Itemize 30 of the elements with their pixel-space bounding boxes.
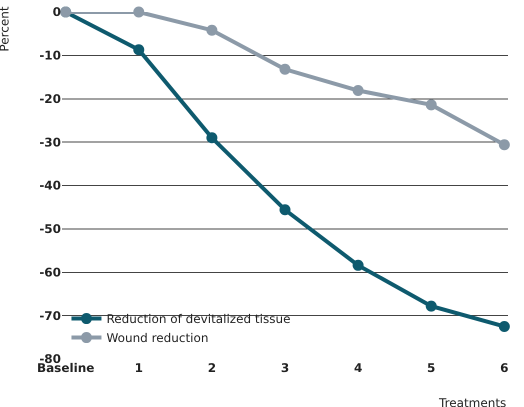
y-tick-label: -60 bbox=[39, 265, 61, 280]
point bbox=[498, 320, 510, 332]
y-tick-label: -20 bbox=[39, 92, 61, 106]
point bbox=[426, 99, 437, 110]
point bbox=[206, 24, 218, 36]
y-tick-label: -50 bbox=[39, 222, 61, 236]
point bbox=[280, 64, 290, 75]
point bbox=[498, 139, 510, 150]
x-tick-label: 2 bbox=[208, 361, 216, 375]
legend-label: Reduction of devitalized tissue bbox=[106, 312, 290, 326]
point bbox=[133, 44, 144, 56]
x-tick-label: 5 bbox=[427, 361, 436, 375]
point bbox=[352, 85, 364, 96]
y-tick-label: -40 bbox=[39, 178, 61, 193]
point bbox=[206, 132, 218, 144]
x-tick-label: 3 bbox=[280, 361, 290, 375]
y-tick-label: -30 bbox=[39, 135, 61, 150]
y-tick-label: -70 bbox=[39, 308, 61, 323]
point bbox=[352, 260, 364, 271]
point bbox=[426, 300, 437, 312]
x-tick-label: 1 bbox=[134, 361, 143, 375]
y-tick-label: -10 bbox=[39, 48, 61, 63]
x-tick-label: 4 bbox=[354, 361, 362, 375]
y-axis-title: Percent bbox=[0, 6, 12, 52]
y-tick-label: 0 bbox=[52, 5, 61, 20]
point bbox=[280, 204, 290, 216]
x-axis-title: Treatments bbox=[438, 396, 506, 407]
point bbox=[133, 6, 144, 18]
x-tick-label: 6 bbox=[500, 361, 509, 375]
legend-label: Wound reduction bbox=[106, 331, 208, 346]
